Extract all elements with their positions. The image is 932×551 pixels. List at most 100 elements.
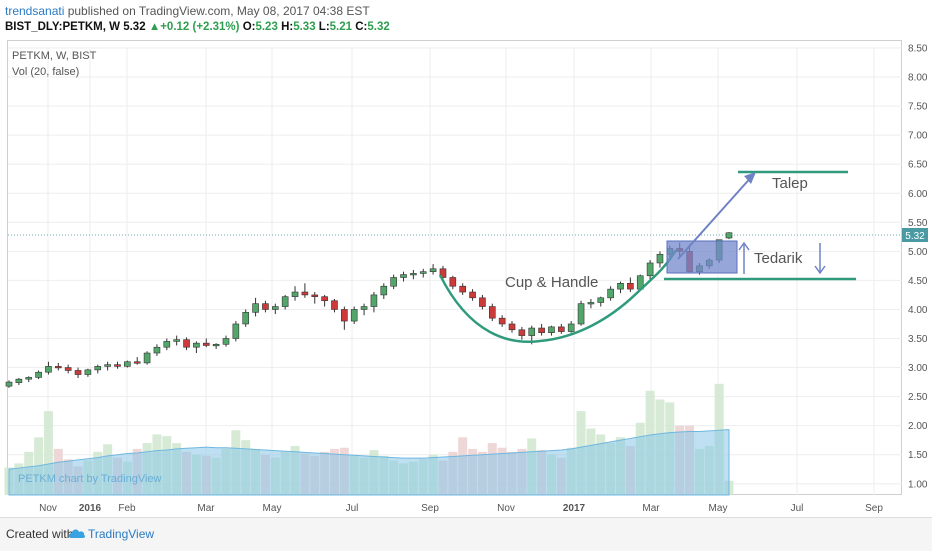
candle-body bbox=[64, 367, 72, 371]
candle-body bbox=[222, 338, 230, 345]
candle-body bbox=[74, 370, 82, 375]
candle-body bbox=[212, 344, 220, 347]
candle-body bbox=[567, 323, 575, 332]
candle-body bbox=[597, 297, 605, 303]
price-tick-label: 7.50 bbox=[908, 102, 928, 113]
legend-symbol: PETKM, W, BIST bbox=[12, 50, 97, 62]
candle-body bbox=[469, 291, 476, 299]
price-tick-label: 5.00 bbox=[908, 247, 928, 258]
high-value: 5.33 bbox=[293, 21, 316, 33]
supply-box bbox=[666, 240, 738, 274]
candle-body bbox=[301, 291, 309, 296]
price-tick-label: 8.00 bbox=[908, 73, 928, 84]
candle-body bbox=[153, 346, 161, 354]
candle-body bbox=[400, 274, 407, 278]
candle-body bbox=[35, 371, 42, 378]
candle-body bbox=[449, 277, 457, 287]
annotations: Cup & Handle Talep Tedarik bbox=[438, 170, 856, 343]
time-tick-label: 2017 bbox=[563, 503, 586, 514]
candle-body bbox=[370, 294, 378, 307]
candle-body bbox=[281, 296, 289, 307]
candle-body bbox=[133, 361, 141, 364]
time-axis: Nov 2016 Feb Mar May Jul Sep Nov 2017 Mar May Jul Se… bbox=[39, 503, 883, 514]
projection-arrow bbox=[677, 173, 755, 260]
candle-body bbox=[252, 303, 259, 313]
up-arrow-head bbox=[738, 241, 750, 251]
price-tick-label: 2.00 bbox=[908, 421, 928, 432]
candle-body bbox=[193, 342, 200, 348]
candles bbox=[5, 232, 733, 388]
candle-body bbox=[232, 323, 240, 339]
candle-body bbox=[410, 273, 417, 276]
candle-body bbox=[173, 339, 180, 342]
candle-body bbox=[202, 342, 210, 346]
candle-body bbox=[360, 306, 368, 310]
candle-body bbox=[45, 366, 52, 373]
candle-body bbox=[617, 283, 624, 290]
candle-body bbox=[311, 294, 319, 297]
last-price-tag-label: 5.32 bbox=[905, 231, 925, 242]
candle-body bbox=[272, 306, 279, 310]
time-tick-label: Jul bbox=[791, 503, 804, 514]
price-change: +0.12 (+2.31%) bbox=[160, 21, 240, 33]
tradingview-link[interactable]: TradingView bbox=[88, 527, 155, 541]
close-label: C: bbox=[355, 21, 368, 33]
candle-body bbox=[55, 366, 62, 369]
legend-volume: Vol (20, false) bbox=[12, 66, 80, 78]
time-tick-label: 2016 bbox=[79, 503, 102, 514]
candle-body bbox=[528, 327, 536, 336]
price-tick-label: 2.50 bbox=[908, 392, 928, 403]
time-tick-label: May bbox=[709, 503, 728, 514]
price-chart[interactable]: PETKM chart by TradingView 8.50 8.00 7.50 7… bbox=[0, 0, 932, 517]
candle-body bbox=[488, 306, 496, 319]
candle-body bbox=[291, 291, 299, 297]
candle-body bbox=[725, 232, 733, 239]
price-tick-label: 3.00 bbox=[908, 363, 928, 374]
down-arrow-head bbox=[814, 265, 826, 275]
last-price-tag: 5.32 bbox=[902, 228, 928, 242]
time-tick-label: Feb bbox=[118, 503, 136, 514]
candle-body bbox=[429, 268, 437, 272]
high-label: H: bbox=[281, 21, 294, 33]
author-link[interactable]: trendsanati bbox=[5, 4, 65, 18]
candle-body bbox=[627, 283, 634, 290]
candle-body bbox=[508, 323, 516, 331]
volume-bar bbox=[43, 411, 53, 495]
time-tick-label: Sep bbox=[421, 503, 439, 514]
price-tick-label: 7.00 bbox=[908, 131, 928, 142]
candle-body bbox=[104, 364, 111, 367]
price-tick-label: 4.50 bbox=[908, 276, 928, 287]
price-tick-label: 5.50 bbox=[908, 218, 928, 229]
price-tick-label: 6.50 bbox=[908, 160, 928, 171]
tradingview-cloud-icon bbox=[68, 529, 86, 538]
last-price: 5.32 bbox=[123, 21, 146, 33]
tedarik-label: Tedarik bbox=[754, 250, 803, 267]
talep-label: Talep bbox=[772, 175, 808, 192]
candle-body bbox=[390, 277, 397, 287]
symbol-name: BIST_DLY:PETKM, W bbox=[5, 21, 121, 33]
candle-body bbox=[380, 285, 388, 296]
price-tick-label: 1.00 bbox=[908, 479, 928, 490]
time-tick-label: Mar bbox=[197, 503, 215, 514]
time-tick-label: Sep bbox=[865, 503, 883, 514]
candle-body bbox=[163, 341, 171, 348]
candle-body bbox=[518, 329, 526, 336]
price-axis: 8.50 8.00 7.50 7.00 6.50 6.00 5.50 5.00 4.50 4.00… bbox=[908, 44, 928, 491]
candle-body bbox=[341, 309, 348, 322]
watermark: PETKM chart by TradingView bbox=[18, 473, 162, 485]
candle-body bbox=[321, 296, 328, 302]
time-tick-label: Nov bbox=[497, 503, 515, 514]
price-tick-label: 6.00 bbox=[908, 189, 928, 200]
candle-body bbox=[439, 268, 447, 278]
chart-grid bbox=[8, 47, 902, 495]
candle-body bbox=[183, 339, 190, 348]
candle-body bbox=[577, 303, 585, 325]
candle-body bbox=[15, 378, 23, 383]
price-tick-label: 1.50 bbox=[908, 450, 928, 461]
candle-body bbox=[84, 369, 92, 375]
candle-body bbox=[5, 381, 13, 387]
candle-body bbox=[538, 327, 545, 333]
up-arrow-icon: ▲ bbox=[148, 21, 161, 33]
open-label: O: bbox=[242, 21, 256, 33]
chart-legend: PETKM, W, BIST Vol (20, false) bbox=[12, 48, 96, 80]
